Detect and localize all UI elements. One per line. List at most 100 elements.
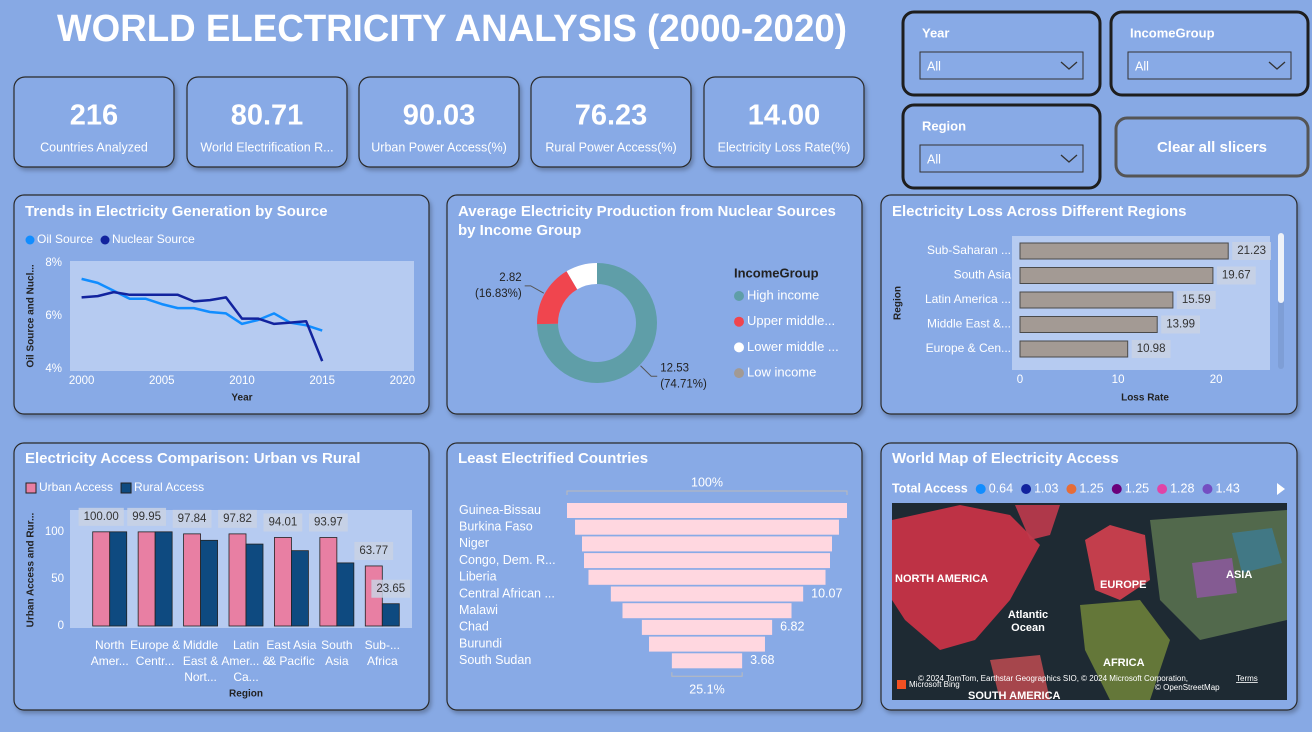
legend-marker bbox=[1157, 484, 1168, 494]
x-tick-label-box: Middle East & Nort... bbox=[183, 638, 218, 684]
legend-marker bbox=[1202, 484, 1213, 494]
kpi-value: 76.23 bbox=[575, 100, 648, 132]
dropdown-box[interactable] bbox=[919, 144, 1084, 173]
kpi-card-bg bbox=[186, 76, 348, 168]
funnel-bar bbox=[622, 603, 792, 619]
legend-marker bbox=[975, 484, 986, 494]
line-series bbox=[81, 290, 324, 362]
button-bg[interactable] bbox=[1114, 116, 1310, 178]
legend-label: 1.43 bbox=[1215, 481, 1239, 495]
slicer-dropdown[interactable]: All bbox=[919, 144, 1084, 173]
legend-marker bbox=[100, 235, 110, 245]
x-tick-label-box: East Asia & Pacific bbox=[266, 638, 316, 668]
x-axis-title: Year bbox=[231, 393, 252, 404]
dropdown-value[interactable]: All bbox=[927, 152, 941, 166]
data-label: 13.99 bbox=[1166, 319, 1195, 331]
legend-next[interactable] bbox=[1277, 483, 1285, 495]
data-label: 63.77 bbox=[359, 545, 388, 557]
dropdown-chevron[interactable] bbox=[1060, 154, 1078, 163]
dropdown-value[interactable]: All bbox=[1135, 59, 1149, 73]
kpi-card-bg bbox=[703, 76, 865, 168]
data-label: 94.01 bbox=[269, 517, 298, 529]
clear-slicers-button[interactable]: Clear all slicers bbox=[1114, 116, 1310, 178]
y-tick-label: 0 bbox=[58, 620, 64, 632]
x-axis-title: Loss Rate bbox=[1121, 393, 1169, 404]
chart-title: Average Electricity Production from Nucl… bbox=[458, 203, 836, 239]
category-label: Liberia bbox=[459, 570, 497, 584]
kpi-card-bg bbox=[358, 76, 520, 168]
funnel-bar bbox=[610, 586, 804, 602]
x-tick-label-box: Latin Amer... & Ca... bbox=[221, 638, 271, 684]
legend-label: High income bbox=[747, 287, 819, 302]
map-attribution: Microsoft Bing bbox=[909, 680, 960, 689]
dropdown-box[interactable] bbox=[919, 51, 1084, 80]
dropdown-box[interactable] bbox=[1127, 51, 1292, 80]
y-tick-label: South Asia bbox=[954, 268, 1012, 282]
dropdown-value[interactable]: All bbox=[927, 59, 941, 73]
category-label: Guinea-Bissau bbox=[459, 503, 541, 517]
y-tick-label: Middle East &... bbox=[927, 317, 1011, 331]
legend-marker bbox=[734, 342, 744, 353]
y-axis-title: Oil Source and Nucl... bbox=[26, 264, 37, 368]
map-label: AFRICA bbox=[1103, 657, 1145, 669]
data-label: 12.53 bbox=[660, 362, 689, 374]
line-series bbox=[81, 277, 323, 332]
legend-title: Total Access bbox=[892, 481, 968, 495]
dropdown-chevron[interactable] bbox=[1060, 61, 1078, 70]
map-region bbox=[1085, 525, 1150, 600]
data-label-bg bbox=[1131, 340, 1171, 358]
map-region bbox=[1192, 558, 1237, 598]
data-label-bg bbox=[218, 509, 257, 528]
funnel-bar bbox=[588, 569, 826, 585]
bar bbox=[336, 562, 355, 627]
data-label-bg bbox=[263, 513, 303, 532]
y-axis-title: Urban Access and Rur... bbox=[26, 512, 37, 627]
data-label: 97.82 bbox=[223, 513, 252, 525]
plot-area bbox=[70, 261, 414, 371]
bar bbox=[1019, 242, 1229, 260]
funnel-bar bbox=[641, 619, 773, 635]
percent-label: (74.71%) bbox=[660, 378, 707, 390]
x-tick-label: 2010 bbox=[229, 375, 255, 387]
data-label: 15.59 bbox=[1182, 294, 1211, 306]
x-tick-label: Latin Amer... & Ca... bbox=[221, 638, 271, 684]
map-region bbox=[1232, 528, 1282, 573]
legend-label: Nuclear Source bbox=[112, 232, 195, 246]
x-tick-label: 0 bbox=[1017, 374, 1023, 386]
x-tick-label: North Amer... bbox=[90, 638, 129, 668]
data-label: 93.97 bbox=[314, 517, 343, 529]
data-label: 97.84 bbox=[178, 513, 207, 525]
x-tick-label: 2015 bbox=[309, 375, 335, 387]
x-tick-label-box: Europe & Centr... bbox=[130, 638, 180, 668]
data-label-bg bbox=[172, 509, 212, 528]
data-label: 23.65 bbox=[376, 583, 405, 595]
legend-marker bbox=[734, 368, 744, 379]
category-label: South Sudan bbox=[459, 653, 531, 667]
legend-label: Oil Source bbox=[37, 232, 93, 246]
legend-marker bbox=[1066, 484, 1077, 494]
bottom-label: 25.1% bbox=[689, 683, 724, 697]
slicer-dropdown[interactable]: All bbox=[1127, 51, 1292, 80]
category-label: Congo, Dem. R... bbox=[459, 553, 556, 567]
legend-marker bbox=[25, 235, 35, 245]
chart-title: Trends in Electricity Generation by Sour… bbox=[25, 203, 328, 220]
legend-label: Upper middle... bbox=[747, 313, 835, 328]
data-label-bg bbox=[127, 507, 167, 526]
y-tick-label: 50 bbox=[51, 573, 64, 585]
x-tick-label: 2020 bbox=[390, 375, 416, 387]
leader-line bbox=[640, 365, 658, 377]
dropdown-chevron[interactable] bbox=[1268, 61, 1286, 70]
legend-marker bbox=[120, 482, 132, 494]
legend-label: 1.25 bbox=[1079, 481, 1103, 495]
dashboard-title: WORLD ELECTRICITY ANALYSIS (2000-2020) bbox=[57, 8, 847, 50]
x-tick-label-box: Sub-... Africa bbox=[365, 638, 400, 668]
map-region bbox=[1080, 600, 1170, 700]
legend-marker bbox=[25, 482, 37, 494]
legend-label: 1.25 bbox=[1125, 481, 1149, 495]
data-label-bg bbox=[1161, 315, 1200, 334]
button-label[interactable]: Clear all slicers bbox=[1157, 139, 1267, 156]
data-label: 3.68 bbox=[750, 653, 774, 667]
chart-title: World Map of Electricity Access bbox=[892, 450, 1119, 467]
map-attribution[interactable]: Terms bbox=[1236, 674, 1258, 683]
slicer-dropdown[interactable]: All bbox=[919, 51, 1084, 80]
